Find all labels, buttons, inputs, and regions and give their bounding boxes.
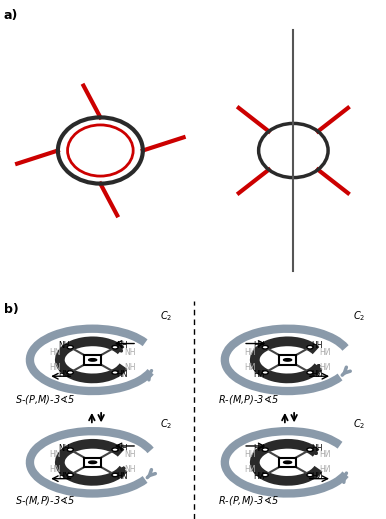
Text: $R$-(M,P)-3∢5: $R$-(M,P)-3∢5	[218, 392, 279, 406]
Text: NH: NH	[125, 348, 136, 357]
Ellipse shape	[284, 461, 291, 463]
Text: НИ: НИ	[253, 370, 264, 378]
Text: HN: HN	[49, 348, 61, 357]
Text: HN: HN	[116, 370, 127, 378]
Text: NH: NH	[116, 341, 127, 350]
Text: НИ: НИ	[253, 472, 264, 481]
Text: NH: NH	[58, 444, 69, 453]
Circle shape	[307, 346, 313, 349]
Text: a): a)	[4, 9, 18, 22]
Text: NH: NH	[116, 444, 127, 453]
Text: НИ: НИ	[244, 348, 256, 357]
Ellipse shape	[284, 359, 291, 361]
Text: НИ: НИ	[311, 472, 322, 481]
Text: НИ: НИ	[311, 370, 322, 378]
Circle shape	[112, 448, 118, 452]
Text: HN: HN	[116, 472, 127, 481]
Circle shape	[307, 473, 313, 477]
Text: НИ: НИ	[320, 363, 331, 372]
Text: НН: НН	[311, 341, 322, 350]
Circle shape	[67, 346, 73, 349]
FancyBboxPatch shape	[84, 355, 101, 365]
Circle shape	[262, 346, 268, 349]
Text: $S$-(M,P)-3∢5: $S$-(M,P)-3∢5	[15, 494, 76, 507]
Ellipse shape	[89, 359, 96, 361]
Text: NH: NH	[125, 466, 136, 474]
Text: НИ: НИ	[320, 348, 331, 357]
Text: $C_2$: $C_2$	[160, 417, 172, 431]
Text: b): b)	[4, 303, 19, 316]
Text: NH: NH	[125, 363, 136, 372]
Circle shape	[112, 371, 118, 374]
Text: $C_2$: $C_2$	[353, 309, 365, 323]
Text: HN: HN	[49, 363, 61, 372]
Circle shape	[307, 448, 313, 452]
Text: HN: HN	[49, 450, 61, 459]
Ellipse shape	[89, 461, 96, 463]
Circle shape	[262, 371, 268, 374]
Circle shape	[67, 473, 73, 477]
Text: $R$-(P,M)-3∢5: $R$-(P,M)-3∢5	[218, 494, 279, 507]
Text: НИ: НИ	[244, 466, 256, 474]
Text: НН: НН	[311, 444, 322, 453]
Circle shape	[112, 346, 118, 349]
FancyBboxPatch shape	[279, 355, 296, 365]
Text: НИ: НИ	[320, 466, 331, 474]
FancyBboxPatch shape	[84, 458, 101, 467]
Text: $S$-(P,M)-3∢5: $S$-(P,M)-3∢5	[15, 392, 76, 406]
FancyBboxPatch shape	[4, 21, 185, 286]
Text: NH: NH	[125, 450, 136, 459]
Text: HN: HN	[49, 466, 61, 474]
Circle shape	[262, 473, 268, 477]
Text: NH: NH	[58, 341, 69, 350]
Circle shape	[112, 473, 118, 477]
Circle shape	[67, 448, 73, 452]
Text: $C_2$: $C_2$	[353, 417, 365, 431]
Circle shape	[67, 371, 73, 374]
Text: HN: HN	[58, 472, 69, 481]
Text: НИ: НИ	[244, 450, 256, 459]
FancyBboxPatch shape	[279, 458, 296, 467]
Text: HN: HN	[58, 370, 69, 378]
Text: НН: НН	[253, 341, 264, 350]
Text: НН: НН	[253, 444, 264, 453]
Text: НИ: НИ	[244, 363, 256, 372]
Text: $C_2$: $C_2$	[160, 309, 172, 323]
Text: НИ: НИ	[320, 450, 331, 459]
Circle shape	[262, 448, 268, 452]
Circle shape	[307, 371, 313, 374]
